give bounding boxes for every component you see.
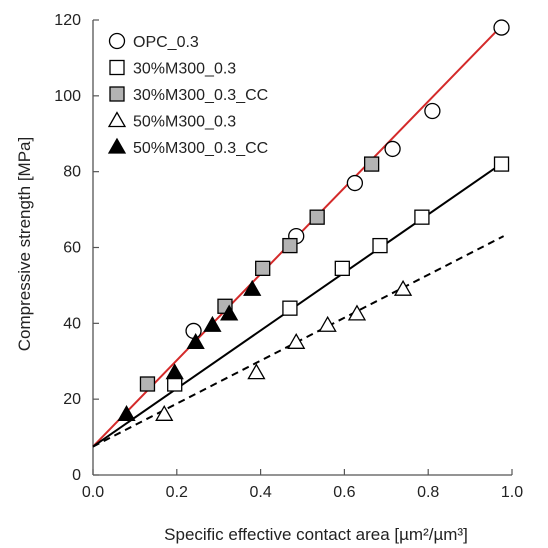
data-point — [363, 156, 380, 172]
legend-marker — [108, 32, 126, 50]
data-point — [493, 19, 510, 36]
legend-item: 50%M300_0.3_CC — [107, 137, 268, 157]
legend-label: 50%M300_0.3 — [133, 114, 236, 131]
axes: 0 20 40 60 80 100 120 0.0 0.2 0.4 0.6 0.8 1.0 — [54, 12, 523, 501]
data-point — [165, 363, 184, 380]
legend-item: 30%M300_0.3 — [109, 59, 236, 78]
y-tick-label: 60 — [63, 240, 81, 257]
legend-item: OPC_0.3 — [108, 32, 199, 51]
data-point — [372, 237, 388, 254]
y-tick-label: 40 — [63, 315, 81, 332]
x-tick-label: 0.8 — [417, 484, 439, 501]
x-tick-label: 0.6 — [333, 484, 355, 501]
series-0 — [185, 19, 510, 340]
data-point — [203, 315, 222, 332]
data-point — [334, 260, 350, 277]
data-point — [243, 279, 262, 296]
data-point — [139, 376, 156, 392]
x-axis-label: Specific effective contact area [µm²/µm³… — [164, 525, 468, 544]
legend-marker — [107, 137, 127, 154]
data-point — [414, 209, 430, 225]
y-tick-label: 20 — [63, 391, 81, 408]
legend-marker — [107, 111, 127, 128]
fit-line-solid — [92, 161, 505, 448]
legend-marker — [109, 86, 125, 102]
legend-item: 30%M300_0.3_CC — [109, 86, 268, 104]
legend-marker — [109, 59, 125, 76]
x-tick-label: 0.2 — [166, 484, 188, 501]
data-point — [220, 304, 239, 321]
series-4 — [117, 279, 262, 421]
y-tick-label: 100 — [54, 88, 81, 105]
data-point — [255, 260, 271, 277]
legend-label: 50%M300_0.3_CC — [133, 140, 268, 157]
y-axis-label: Compressive strength [MPa] — [15, 137, 34, 351]
y-tick-label: 120 — [54, 12, 81, 29]
y-tick-label: 80 — [63, 164, 81, 181]
x-tick-label: 1.0 — [501, 484, 523, 501]
data-point — [287, 332, 306, 349]
legend-label: OPC_0.3 — [133, 34, 199, 51]
series-2 — [139, 156, 380, 392]
data-point — [384, 140, 401, 158]
data-point — [185, 322, 202, 340]
legend-item: 50%M300_0.3 — [107, 111, 236, 131]
data-point — [282, 237, 298, 254]
data-point — [282, 300, 298, 316]
series-3 — [155, 279, 413, 421]
x-tick-label: 0.4 — [249, 484, 271, 501]
data-point — [346, 174, 364, 192]
data-point — [155, 405, 174, 421]
data-point — [493, 156, 510, 172]
data-markers — [117, 19, 510, 421]
series-1 — [167, 156, 510, 392]
x-tick-label: 0.0 — [82, 484, 104, 501]
data-point — [309, 209, 325, 225]
data-point — [247, 363, 266, 380]
legend-label: 30%M300_0.3_CC — [133, 87, 268, 104]
data-point — [393, 279, 413, 296]
legend-label: 30%M300_0.3 — [133, 61, 236, 78]
data-point — [186, 332, 205, 349]
legend: OPC_0.3 30%M300_0.3 30%M300_0.3_CC 50%M300_… — [107, 32, 268, 157]
data-point — [117, 405, 136, 421]
data-point — [347, 304, 367, 321]
y-tick-label: 0 — [72, 467, 81, 484]
data-point — [318, 315, 337, 332]
data-point — [424, 102, 441, 120]
